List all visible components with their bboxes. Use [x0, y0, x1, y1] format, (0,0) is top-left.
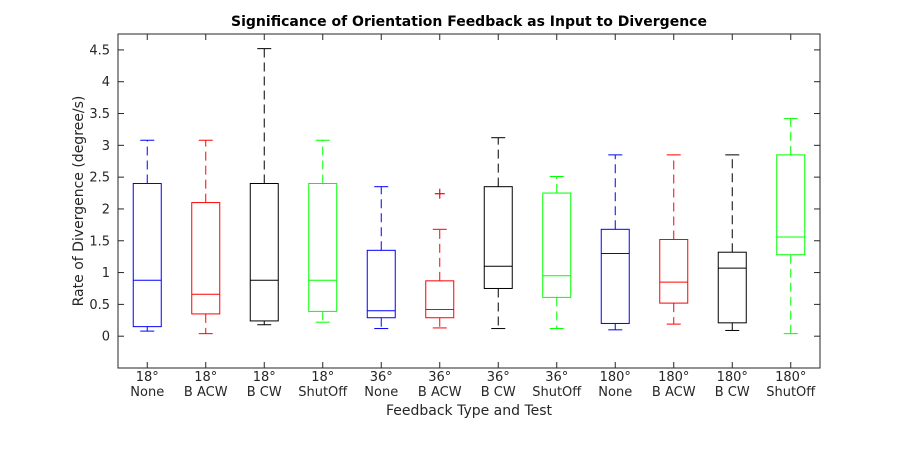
box-iqr	[425, 280, 455, 319]
x-tick-label-line1: 180°	[717, 370, 748, 385]
box-group	[600, 154, 630, 331]
box-group	[483, 137, 513, 330]
x-tick-label-line1: 36°	[370, 370, 393, 385]
box-group	[366, 186, 396, 330]
box-iqr	[132, 183, 162, 328]
x-tick-label-line1: 36°	[428, 370, 451, 385]
box-iqr	[776, 154, 806, 256]
x-tick-label-line1: 180°	[658, 370, 689, 385]
x-tick-label-line2: None	[598, 385, 632, 400]
x-axis-label: Feedback Type and Test	[386, 403, 553, 419]
y-tick-label: 3.5	[89, 107, 110, 122]
box-iqr	[542, 192, 572, 298]
y-tick-label: 4.5	[89, 43, 110, 58]
box-group	[717, 154, 747, 331]
x-tick-label-line2: ShutOff	[532, 385, 582, 400]
y-tick-label: 2.5	[89, 171, 110, 186]
x-tick-label-line2: B CW	[247, 385, 282, 400]
y-tick-label: 1.5	[89, 234, 110, 249]
y-tick-label: 4	[102, 75, 110, 90]
box-group	[776, 118, 806, 335]
x-tick-label-line2: ShutOff	[298, 385, 348, 400]
y-tick-label: 2	[102, 202, 110, 217]
x-tick-label-line2: B CW	[481, 385, 516, 400]
y-tick-label: 0	[102, 330, 110, 345]
x-tick-label-line1: 36°	[487, 370, 510, 385]
y-axis-label: Rate of Divergence (degree/s)	[71, 96, 87, 307]
x-tick-label-line2: None	[130, 385, 164, 400]
y-tick-label: 0.5	[89, 298, 110, 313]
x-tick-label-line2: ShutOff	[766, 385, 816, 400]
box-group	[308, 139, 338, 323]
box-iqr	[659, 238, 689, 304]
x-tick-label-line2: B ACW	[418, 385, 462, 400]
x-tick-label-line1: 180°	[775, 370, 806, 385]
x-tick-label-line2: B ACW	[184, 385, 228, 400]
x-tick-label-line2: None	[364, 385, 398, 400]
box-iqr	[600, 228, 630, 324]
x-tick-label-line2: B CW	[715, 385, 750, 400]
box-iqr	[249, 183, 279, 322]
box-group	[191, 139, 221, 335]
axes-frame	[117, 33, 821, 369]
x-tick-label-line1: 180°	[600, 370, 631, 385]
x-tick-label-line1: 18°	[253, 370, 276, 385]
box-iqr	[717, 251, 747, 324]
x-tick-label-line1: 18°	[194, 370, 217, 385]
box-iqr	[191, 202, 221, 315]
chart-title: Significance of Orientation Feedback as …	[231, 14, 707, 30]
boxes-group	[132, 48, 806, 335]
box-group	[425, 188, 455, 329]
x-tick-label-line1: 18°	[311, 370, 334, 385]
y-tick-label: 3	[102, 139, 110, 154]
x-tick-label-line2: B ACW	[652, 385, 696, 400]
plot-area	[118, 34, 820, 368]
box-group	[249, 48, 279, 326]
box-iqr	[308, 183, 338, 312]
x-tick-label-line1: 36°	[545, 370, 568, 385]
y-tick-label: 1	[102, 266, 110, 281]
y-axis-ticks: 0 0.5 1 1.5 2 2.5 3 3.5 4 4.5	[89, 43, 820, 345]
box-group	[132, 139, 162, 332]
x-tick-label-line1: 18°	[136, 370, 159, 385]
box-group	[542, 176, 572, 330]
box-iqr	[366, 249, 396, 319]
box-iqr	[483, 186, 513, 289]
box-group	[659, 154, 689, 325]
